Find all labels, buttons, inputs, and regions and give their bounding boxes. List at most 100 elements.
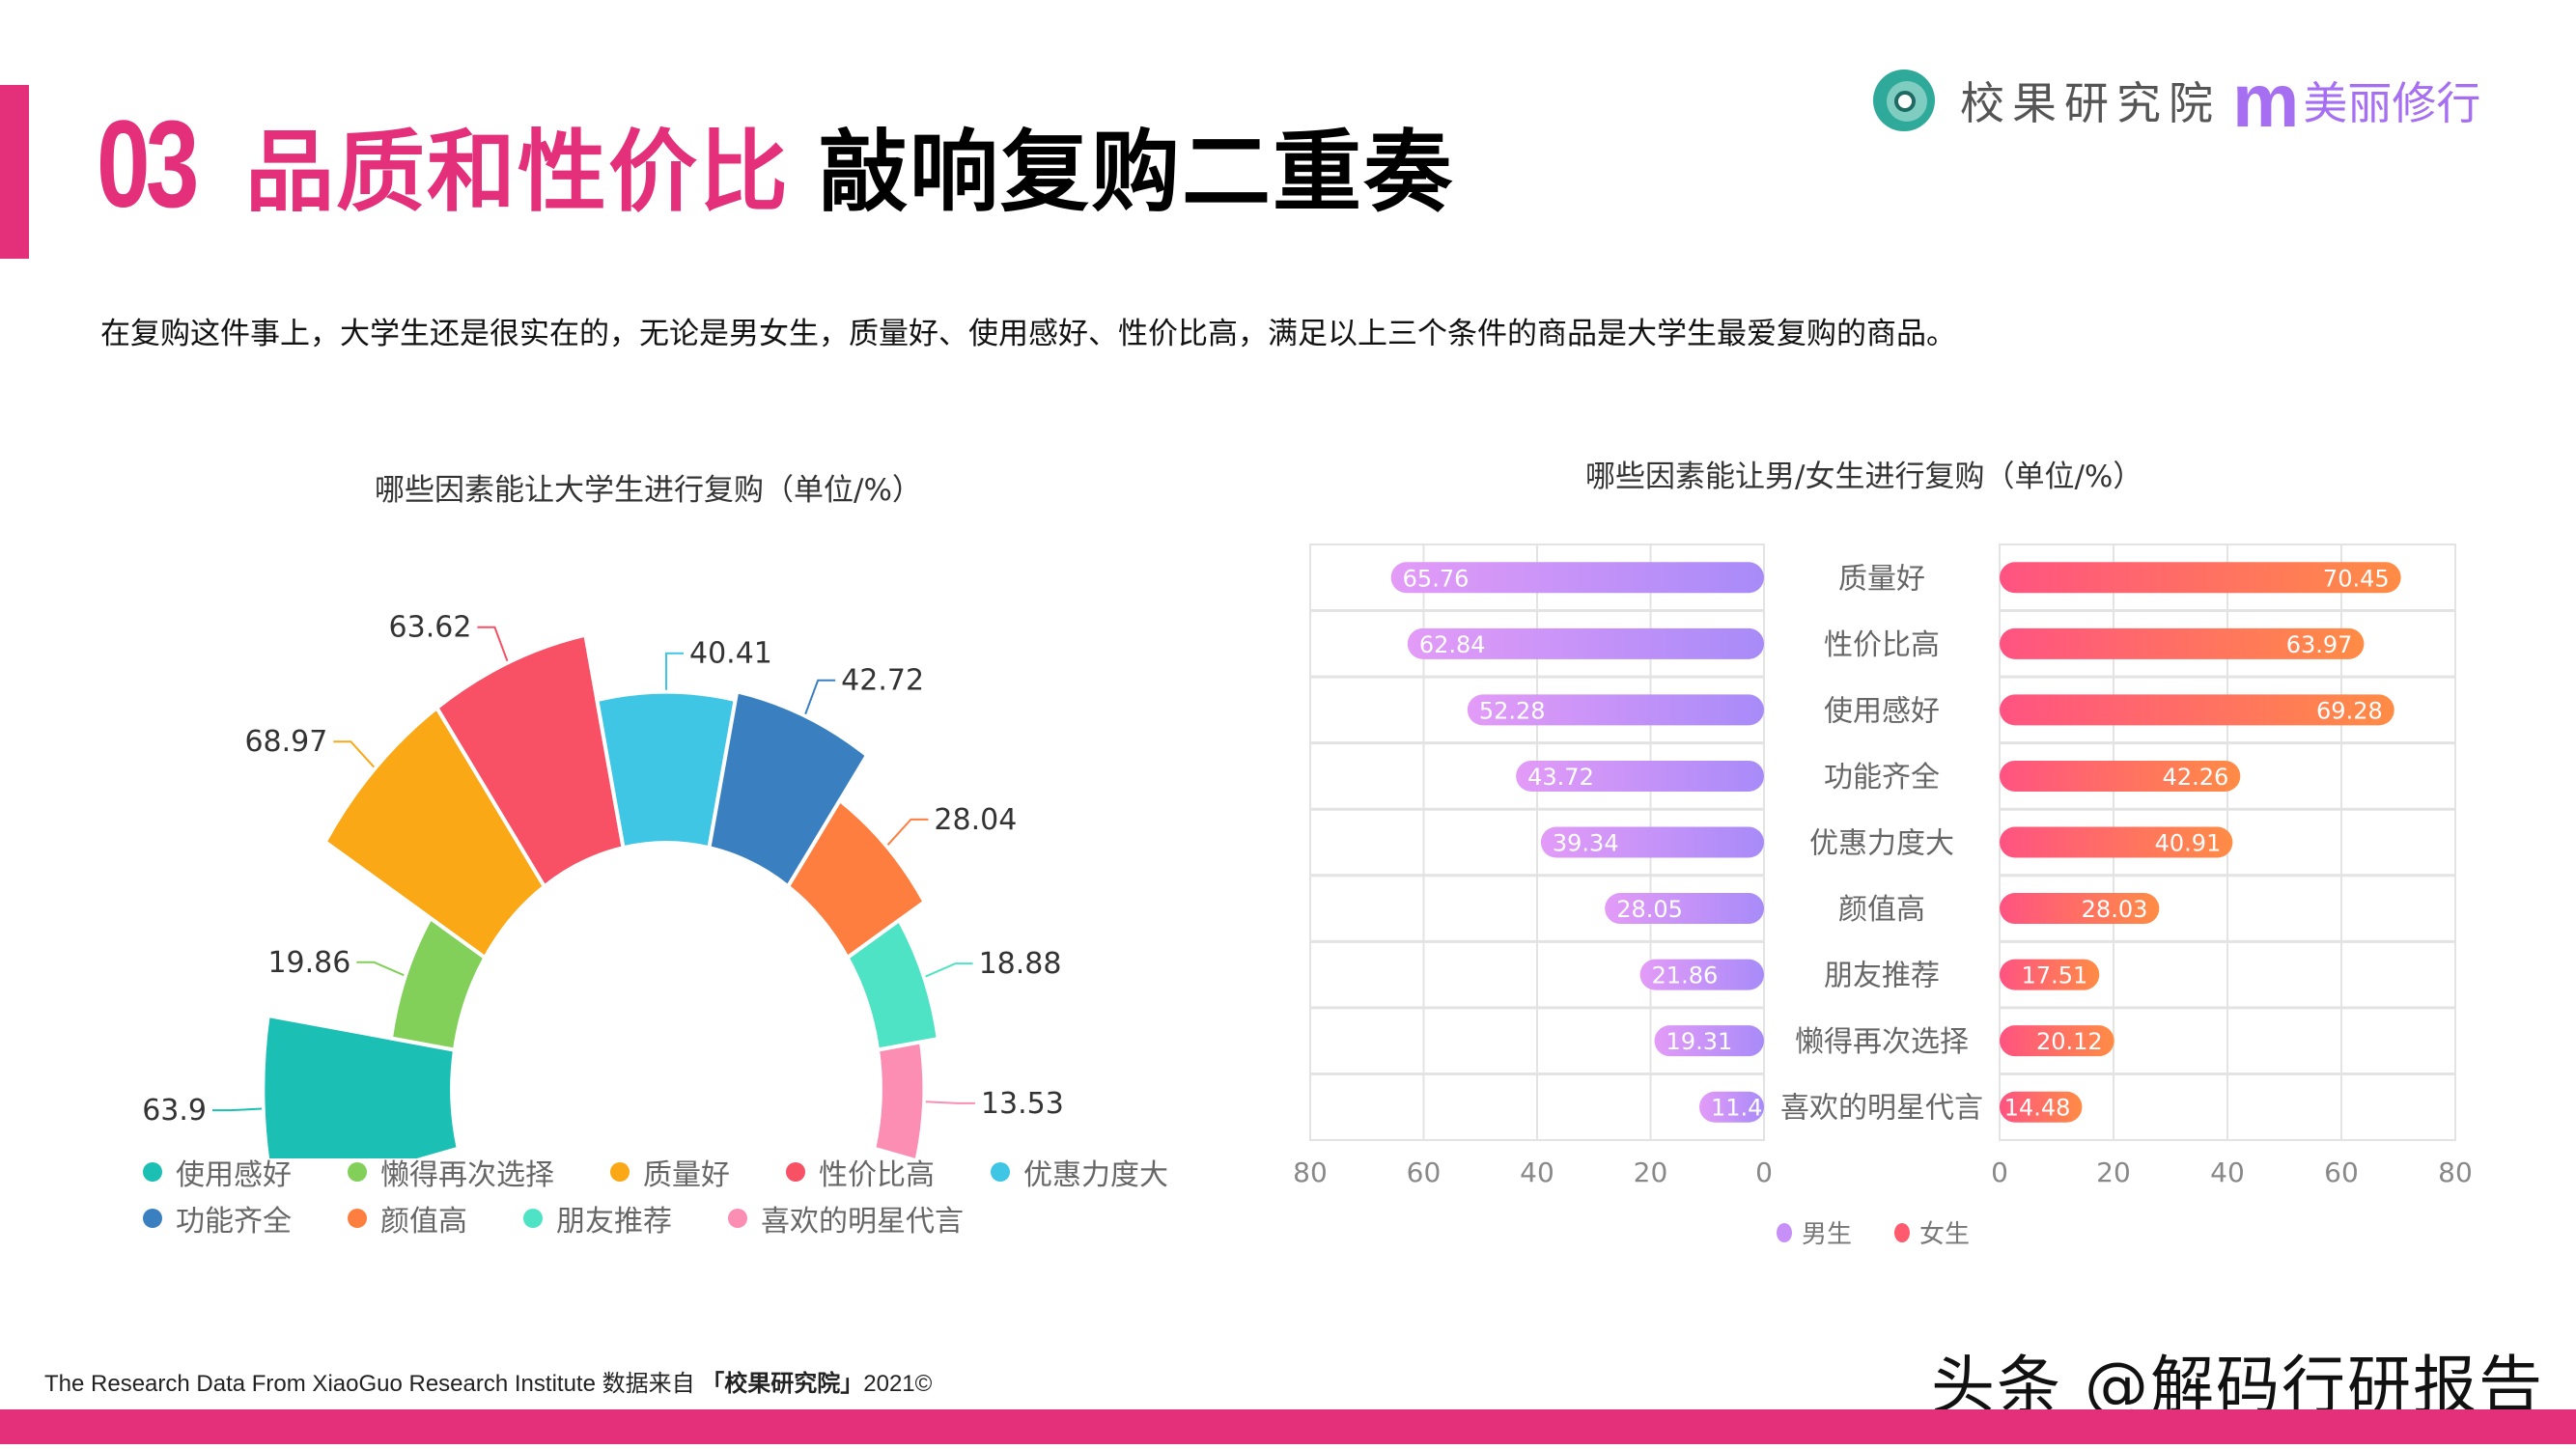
source-note-org: 「校果研究院」: [701, 1371, 864, 1397]
male-bar[interactable]: [1639, 959, 1764, 990]
label-leader-line: [925, 962, 973, 978]
category-label: 优惠力度大: [1809, 827, 1954, 861]
legend-item[interactable]: 喜欢的明星代言: [728, 1197, 964, 1240]
label-leader-line: [886, 818, 929, 846]
legend-item[interactable]: 性价比高: [786, 1151, 935, 1193]
legend-label: 懒得再次选择: [380, 1158, 554, 1192]
legend-item[interactable]: 颜值高: [348, 1197, 467, 1240]
male-value-label: 28.05: [1616, 896, 1683, 923]
male-value-label: 19.31: [1666, 1028, 1733, 1055]
logo-name: 校果研究院: [1960, 77, 2221, 129]
male-value-label: 43.72: [1527, 764, 1594, 791]
subtitle: 在复购这件事上，大学生还是很实在的，无论是男女生，质量好、使用感好、性价比高，满…: [100, 317, 1956, 351]
legend-label: 功能齐全: [176, 1205, 292, 1239]
male-bar[interactable]: [1407, 627, 1764, 659]
female-bar[interactable]: [2000, 1091, 2083, 1123]
male-bar[interactable]: [1540, 826, 1764, 858]
x-tick-left: 20: [1634, 1156, 1668, 1188]
male-bar[interactable]: [1467, 694, 1764, 726]
rose-segment[interactable]: [845, 917, 941, 1052]
male-bar[interactable]: [1516, 760, 1764, 792]
female-bar[interactable]: [2000, 826, 2233, 858]
rose-value-label: 68.97: [244, 725, 327, 759]
legend-item[interactable]: 质量好: [610, 1151, 730, 1193]
rose-chart: 63.9 19.86 68.97 63.62 40.41 42.72 28.04 18.88 1…: [142, 611, 1064, 1158]
label-leader-line: [333, 740, 375, 768]
female-value-label: 17.51: [2022, 962, 2088, 989]
x-tick-right: 20: [2096, 1156, 2131, 1188]
female-bar[interactable]: [2000, 959, 2100, 990]
female-bar[interactable]: [2000, 760, 2241, 792]
legend-item[interactable]: 朋友推荐: [523, 1197, 672, 1240]
x-tick-right: 80: [2438, 1156, 2473, 1188]
female-value-label: 42.26: [2163, 764, 2229, 791]
source-note-year: 2021©: [863, 1371, 933, 1397]
female-value-label: 14.48: [2004, 1095, 2071, 1122]
legend-item[interactable]: 懒得再次选择: [348, 1151, 554, 1193]
rose-segment[interactable]: [322, 705, 547, 961]
male-bar[interactable]: [1605, 893, 1764, 925]
category-label: 懒得再次选择: [1795, 1025, 1969, 1059]
legend-dot-icon: [991, 1162, 1010, 1182]
legend-dot-icon: [348, 1162, 367, 1182]
female-bar[interactable]: [2000, 1025, 2114, 1057]
female-bar[interactable]: [2000, 627, 2365, 659]
rose-chart-title: 哪些因素能让大学生进行复购（单位/%）: [375, 473, 922, 508]
rose-value-label: 63.62: [389, 611, 472, 645]
male-value-label: 52.28: [1479, 697, 1546, 724]
female-value-label: 69.28: [2316, 697, 2383, 724]
female-value-label: 28.03: [2082, 896, 2148, 923]
xiaoguo-logo-icon: [1873, 70, 1935, 131]
legend-label: 喜欢的明星代言: [761, 1205, 964, 1239]
rose-value-label: 28.04: [934, 803, 1017, 837]
rose-segment[interactable]: [707, 688, 870, 890]
legend-label: 使用感好: [176, 1158, 292, 1192]
rose-segment[interactable]: [261, 1013, 462, 1158]
legend-dot-icon: [348, 1209, 367, 1228]
x-tick-left: 60: [1407, 1156, 1442, 1188]
legend-item[interactable]: 使用感好: [143, 1151, 292, 1193]
title-main: 敲响复购二重奏: [819, 120, 1455, 224]
female-bar[interactable]: [2000, 893, 2160, 925]
legend-item[interactable]: 男生: [1777, 1214, 1852, 1250]
label-leader-line: [665, 652, 684, 690]
male-bar[interactable]: [1699, 1091, 1764, 1123]
legend-item[interactable]: 优惠力度大: [991, 1151, 1168, 1193]
rose-value-label: 42.72: [841, 664, 924, 698]
legend-item[interactable]: 女生: [1894, 1214, 1970, 1250]
label-leader-line: [356, 961, 405, 977]
legend-item[interactable]: 功能齐全: [143, 1197, 292, 1240]
category-label: 颜值高: [1838, 893, 1925, 927]
male-value-label: 11.4: [1711, 1095, 1762, 1122]
female-value-label: 40.91: [2155, 830, 2222, 857]
section-number: 03: [97, 95, 199, 234]
rose-value-label: 40.41: [689, 637, 772, 671]
label-leader-line: [477, 626, 509, 662]
rose-value-label: 18.88: [979, 947, 1062, 981]
source-note-prefix: The Research Data From XiaoGuo Research …: [44, 1371, 695, 1397]
rose-segment[interactable]: [434, 632, 626, 890]
female-value-label: 70.45: [2323, 565, 2390, 592]
male-value-label: 62.84: [1419, 631, 1486, 658]
rose-segment[interactable]: [785, 797, 928, 961]
label-leader-line: [925, 1101, 975, 1104]
legend-dot-icon: [786, 1162, 805, 1182]
rose-segment[interactable]: [871, 1039, 927, 1158]
x-tick-left: 40: [1520, 1156, 1554, 1188]
category-label: 朋友推荐: [1824, 960, 1940, 993]
bar-chart-title: 哪些因素能让男/女生进行复购（单位/%）: [1585, 460, 2143, 494]
female-bar[interactable]: [2000, 694, 2394, 726]
rose-value-label: 13.53: [981, 1087, 1064, 1121]
male-bar[interactable]: [1654, 1025, 1764, 1057]
category-label: 性价比高: [1824, 628, 1940, 662]
legend-dot-icon: [143, 1209, 162, 1228]
legend-label: 朋友推荐: [556, 1205, 672, 1239]
male-bar[interactable]: [1390, 562, 1764, 594]
female-bar[interactable]: [2000, 562, 2401, 594]
x-tick-left: 80: [1293, 1156, 1328, 1188]
footer-bar: [0, 1409, 2576, 1444]
rose-chart-legend: 使用感好 懒得再次选择 质量好 性价比高 优惠力度大功能齐全 颜值高 朋友推荐 喜欢的明星代言: [143, 1149, 1224, 1241]
x-tick-left: 0: [1755, 1156, 1773, 1188]
legend-label: 性价比高: [819, 1158, 935, 1192]
title-highlight: 品质和性价比: [245, 120, 791, 224]
